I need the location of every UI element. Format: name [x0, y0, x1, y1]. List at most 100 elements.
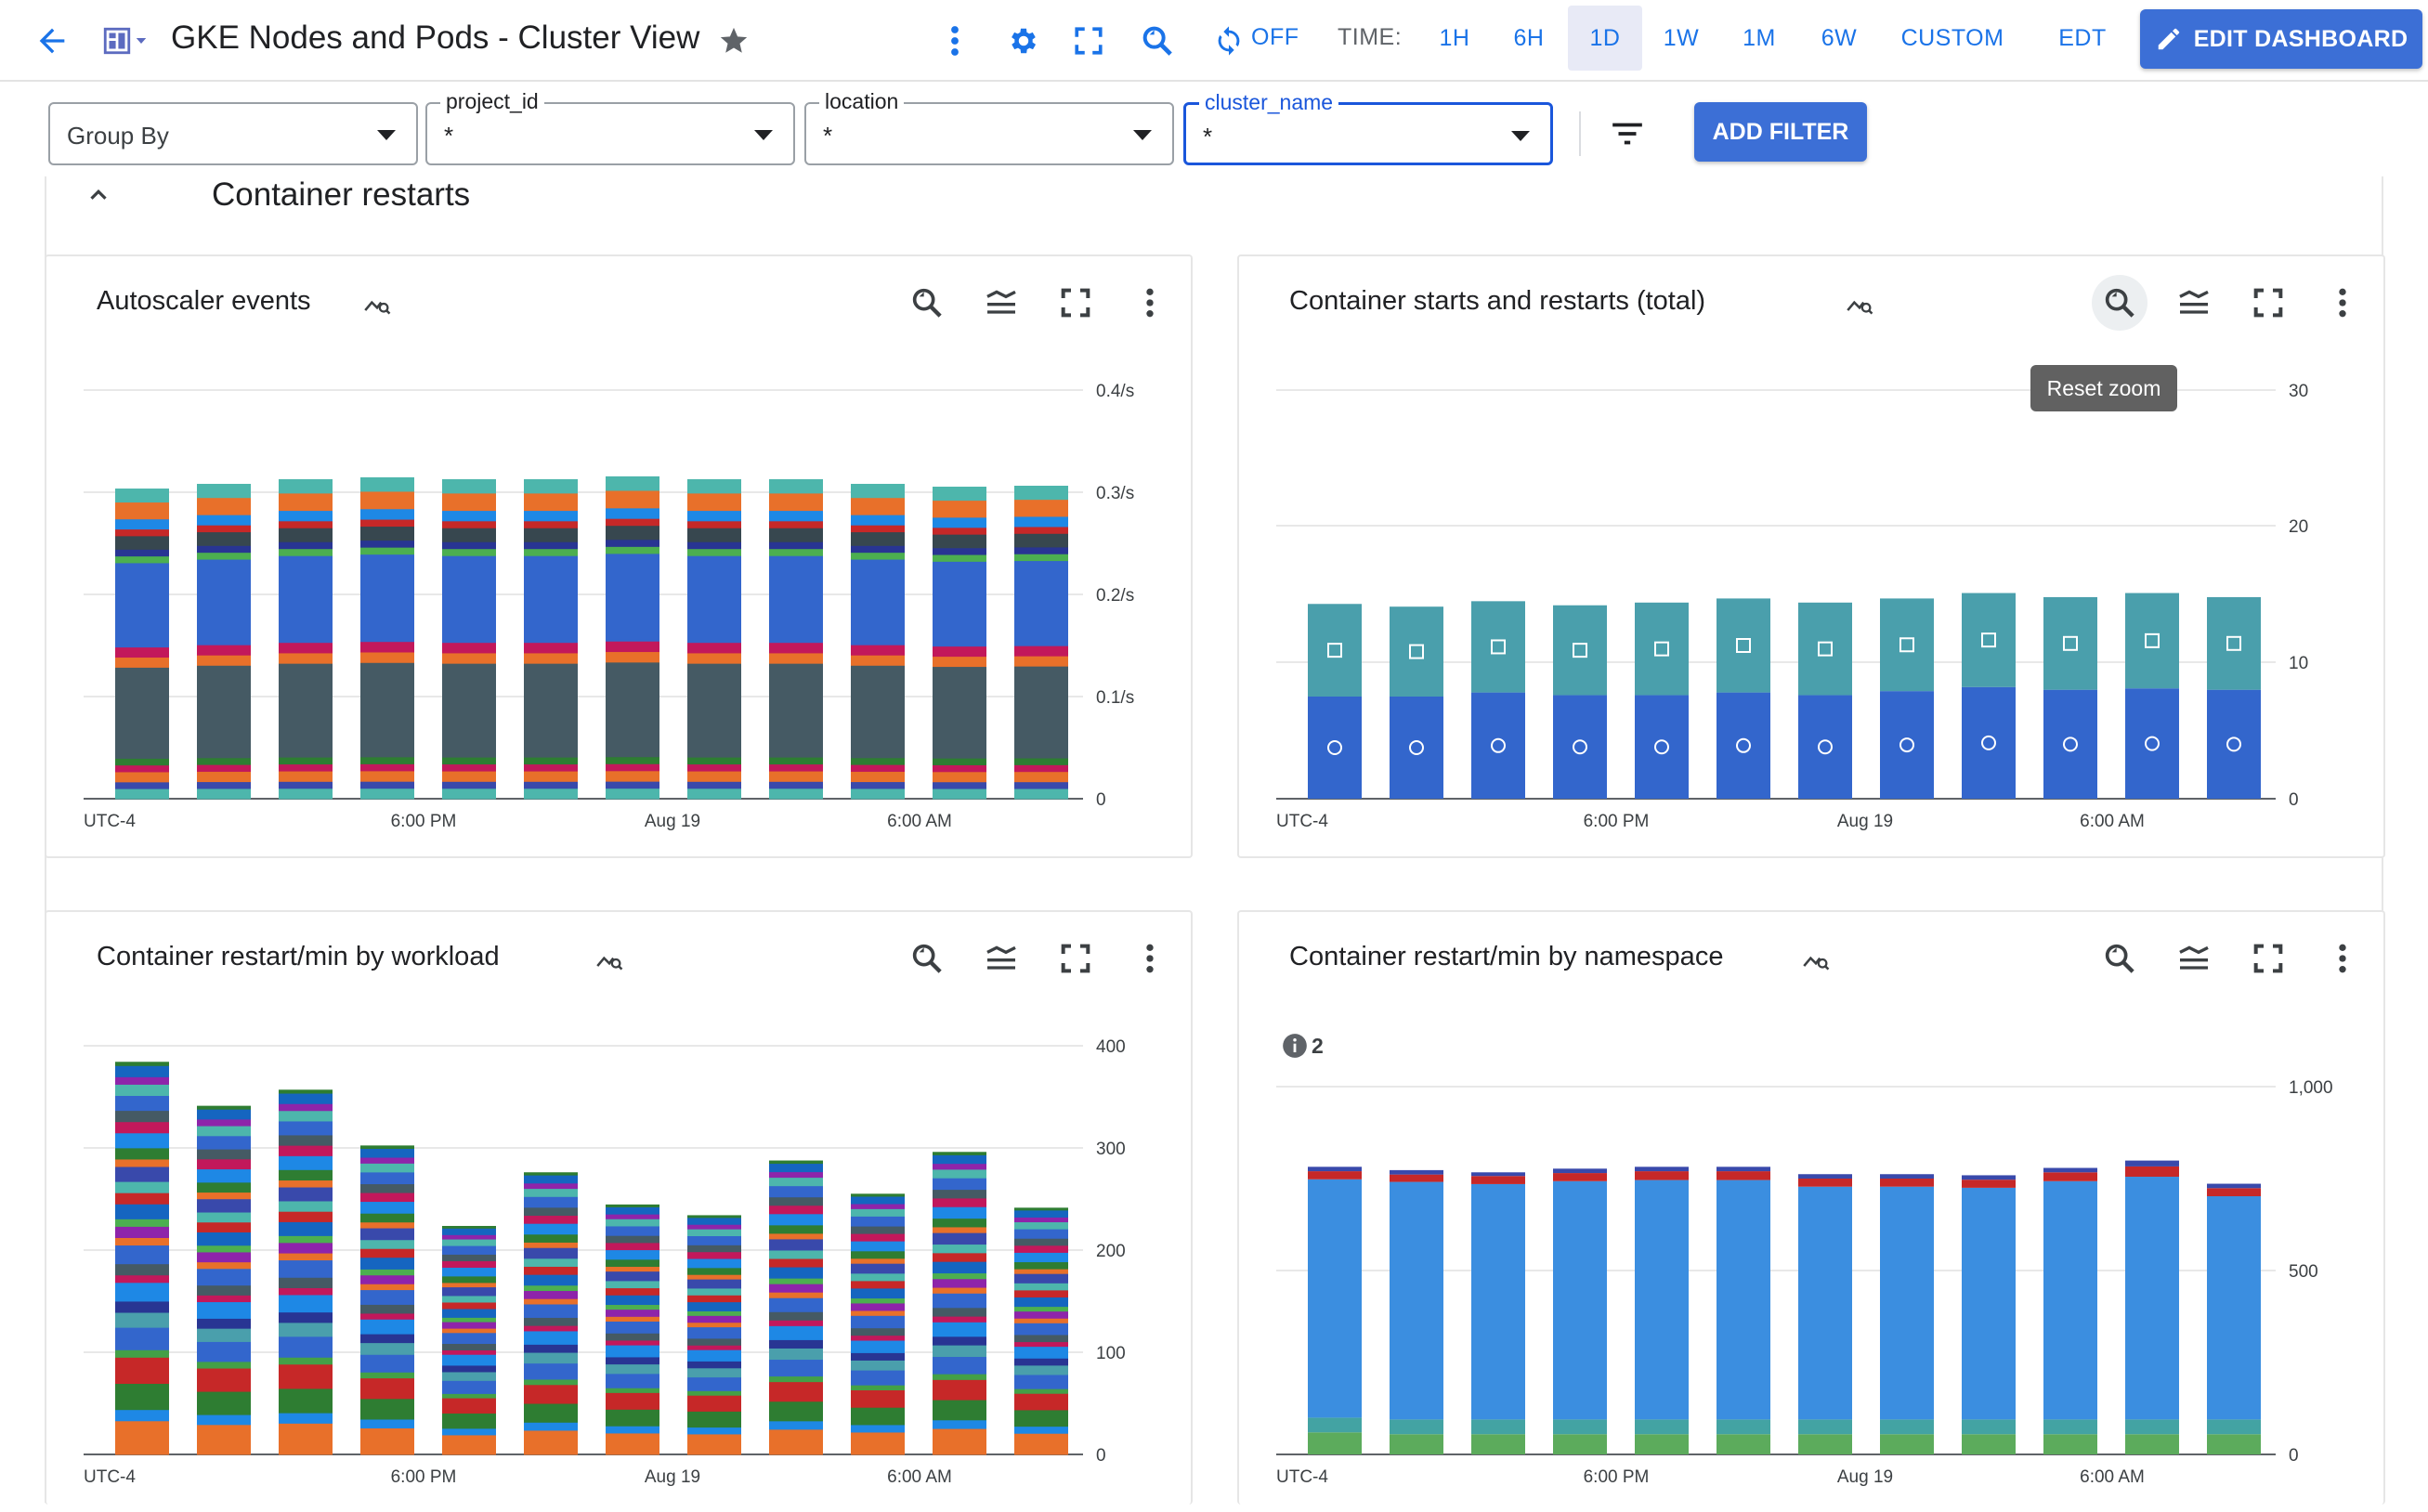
add-filter-button[interactable]: ADD FILTER: [1694, 102, 1867, 162]
bar-segment[interactable]: [769, 1320, 823, 1326]
bar-segment[interactable]: [442, 1371, 496, 1381]
bar-segment[interactable]: [115, 1121, 169, 1134]
bar-segment[interactable]: [769, 548, 823, 556]
bar-segment[interactable]: [606, 1295, 659, 1306]
bar-segment[interactable]: [687, 781, 741, 789]
bar-segment[interactable]: [1014, 1261, 1068, 1270]
bar-segment[interactable]: [1014, 1323, 1068, 1336]
bar-segment[interactable]: [687, 1322, 741, 1328]
bar-segment[interactable]: [524, 520, 578, 528]
explore-icon[interactable]: [1800, 944, 1832, 980]
bar-segment[interactable]: [933, 1189, 986, 1199]
bar-segment[interactable]: [687, 1390, 741, 1396]
bar-segment[interactable]: [1014, 1409, 1068, 1427]
bar-segment[interactable]: [1962, 1419, 2016, 1435]
bar-segment[interactable]: [769, 1359, 823, 1377]
group-by-select[interactable]: Group By: [48, 102, 418, 165]
bar-segment[interactable]: [769, 788, 823, 800]
bar-segment[interactable]: [606, 661, 659, 758]
bar-segment[interactable]: [687, 555, 741, 644]
bar-segment[interactable]: [1014, 1346, 1068, 1359]
bar-segment[interactable]: [1014, 1217, 1068, 1223]
bar-segment[interactable]: [1014, 486, 1068, 501]
bar-segment[interactable]: [524, 1242, 578, 1248]
bar-segment[interactable]: [1635, 1419, 1689, 1435]
bar-segment[interactable]: [933, 1428, 986, 1455]
bar-segment[interactable]: [1014, 1209, 1068, 1218]
bar-segment[interactable]: [115, 1110, 169, 1123]
bar-segment[interactable]: [1635, 1171, 1689, 1180]
bar-segment[interactable]: [1717, 1167, 1770, 1172]
bar-segment[interactable]: [1014, 1297, 1068, 1308]
explore-icon[interactable]: [1844, 288, 1875, 324]
bar-segment[interactable]: [115, 1219, 169, 1227]
fullscreen-icon[interactable]: [2240, 275, 2296, 331]
timezone-selector[interactable]: EDT: [2058, 24, 2107, 51]
bar-segment[interactable]: [442, 771, 496, 782]
bar-segment[interactable]: [442, 1322, 496, 1329]
bar-segment[interactable]: [769, 528, 823, 542]
legend-icon[interactable]: [973, 931, 1029, 986]
bar-segment[interactable]: [2043, 1180, 2097, 1420]
bar-segment[interactable]: [1014, 1358, 1068, 1366]
chart-plot[interactable]: 0 10 20 30 UTC-4 6:00 PM Aug 19 6:00 AM: [1239, 256, 2383, 856]
bar-segment[interactable]: [769, 1381, 823, 1402]
bar-segment[interactable]: [115, 646, 169, 658]
bar-segment[interactable]: [687, 1258, 741, 1269]
bar-segment[interactable]: [360, 1398, 414, 1420]
bar-segment[interactable]: [524, 555, 578, 644]
bar-segment[interactable]: [197, 1318, 251, 1329]
chart-plot[interactable]: 0 500 1,000 UTC-4 6:00 PM Aug 19 6:00 AM: [1239, 912, 2383, 1512]
cluster-name-filter[interactable]: cluster_name *: [1183, 90, 1553, 165]
bar-segment[interactable]: [279, 510, 333, 522]
bar-segment[interactable]: [769, 1401, 823, 1422]
bar-segment[interactable]: [1014, 546, 1068, 554]
bar-segment[interactable]: [360, 1304, 414, 1314]
more-vert-icon[interactable]: [1122, 275, 1178, 331]
bar-segment[interactable]: [851, 1287, 905, 1299]
bar-segment[interactable]: [115, 489, 169, 503]
bar-segment[interactable]: [687, 788, 741, 800]
bar-segment[interactable]: [115, 549, 169, 557]
bar-segment[interactable]: [2043, 689, 2097, 799]
bar-segment[interactable]: [933, 547, 986, 555]
bar-segment[interactable]: [851, 525, 905, 533]
bar-segment[interactable]: [197, 1268, 251, 1286]
bar-segment[interactable]: [524, 771, 578, 782]
bar-segment[interactable]: [1798, 695, 1852, 799]
bar-segment[interactable]: [524, 1344, 578, 1353]
bar-segment[interactable]: [687, 548, 741, 556]
bar-segment[interactable]: [851, 1196, 905, 1205]
bar-segment[interactable]: [360, 1274, 414, 1284]
bar-segment[interactable]: [606, 763, 659, 772]
bar-segment[interactable]: [279, 1134, 333, 1146]
bar-segment[interactable]: [1014, 1252, 1068, 1263]
bar-segment[interactable]: [687, 757, 741, 765]
bar-segment[interactable]: [1635, 695, 1689, 799]
bar-segment[interactable]: [1635, 602, 1689, 696]
bar-segment[interactable]: [606, 539, 659, 547]
bar-segment[interactable]: [933, 1293, 986, 1309]
legend-icon[interactable]: [973, 275, 1029, 331]
bar-segment[interactable]: [769, 1171, 823, 1179]
bar-segment[interactable]: [360, 1257, 414, 1270]
bar-segment[interactable]: [197, 757, 251, 765]
bar-segment[interactable]: [360, 651, 414, 663]
bar-segment[interactable]: [442, 541, 496, 550]
bar-segment[interactable]: [1553, 695, 1607, 799]
more-vert-icon[interactable]: [1122, 931, 1178, 986]
bar-segment[interactable]: [279, 478, 333, 494]
bar-segment[interactable]: [2125, 1177, 2179, 1420]
bar-segment[interactable]: [1014, 1229, 1068, 1239]
bar-segment[interactable]: [360, 788, 414, 800]
star-icon[interactable]: [711, 19, 756, 63]
bar-segment[interactable]: [1390, 697, 1443, 799]
bar-segment[interactable]: [2207, 1196, 2261, 1420]
bar-segment[interactable]: [1308, 1171, 1362, 1180]
bar-segment[interactable]: [360, 490, 414, 510]
bar-segment[interactable]: [933, 1168, 986, 1179]
bar-segment[interactable]: [769, 1428, 823, 1455]
bar-segment[interactable]: [360, 1201, 414, 1214]
bar-segment[interactable]: [769, 771, 823, 782]
bar-segment[interactable]: [1014, 789, 1068, 800]
